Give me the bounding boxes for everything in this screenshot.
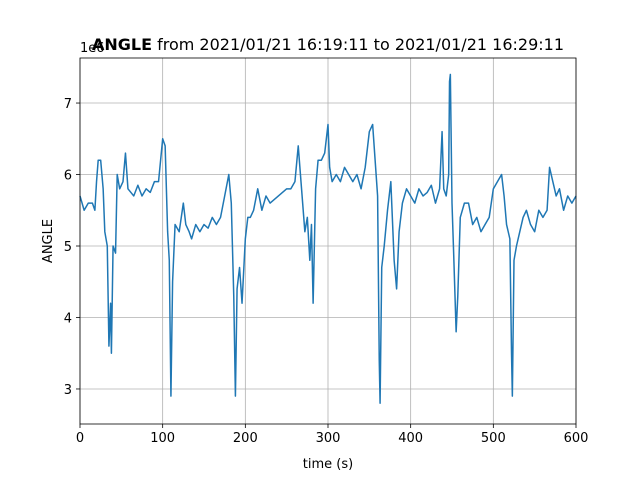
x-tick-label: 500 [481,431,506,446]
x-tick-label: 600 [564,431,589,446]
x-tick-label: 300 [316,431,341,446]
plot-area [79,58,577,424]
x-tick-label: 0 [76,431,84,446]
y-tick-label: 6 [64,169,72,184]
title-bold: ANGLE [92,35,152,54]
x-tick-label: 200 [233,431,258,446]
y-offset-label: 1e6 [80,41,105,56]
x-tick-label: 400 [398,431,423,446]
y-tick-label: 7 [64,97,72,112]
data-line [79,73,577,405]
y-tick-label: 4 [64,311,72,326]
y-axis-label: ANGLE [41,219,56,263]
chart-title: ANGLE from 2021/01/21 16:19:11 to 2021/0… [92,35,564,54]
x-axis-label: time (s) [303,457,353,472]
x-tick-label: 100 [150,431,175,446]
y-tick-label: 5 [64,240,72,255]
title-text: from 2021/01/21 16:19:11 to 2021/01/21 1… [157,35,564,54]
y-tick-label: 3 [64,383,72,398]
